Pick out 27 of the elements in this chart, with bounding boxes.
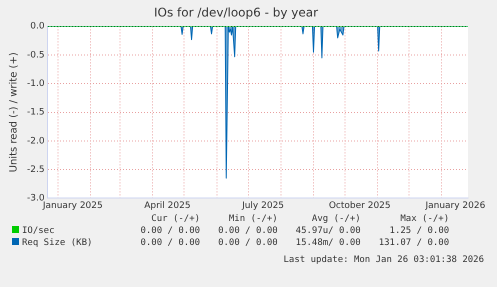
- y-tick-label: 0.0: [30, 22, 45, 32]
- y-tick-label: -0.5: [27, 50, 45, 60]
- text: 0.00 / 0.00: [217, 225, 278, 237]
- text: 0.00 / 0.00: [139, 237, 200, 249]
- x-tick-label: April 2025: [144, 200, 191, 211]
- y-tick-label: -1.5: [27, 108, 45, 118]
- y-tick-label: -2.5: [27, 164, 45, 175]
- y-tick-label: -1.0: [27, 79, 45, 90]
- text: 15.48m/ 0.00: [294, 237, 361, 249]
- legend-label: Req Size (KB): [21, 237, 94, 249]
- text: 1.25 / 0.00: [388, 225, 450, 237]
- text: 131.07 / 0.00: [378, 237, 450, 249]
- x-tick-label: January 2026: [424, 200, 486, 211]
- legend-label: IO/sec: [21, 225, 56, 237]
- x-tick-label: July 2025: [241, 200, 284, 211]
- y-axis-title: Units read (-) / write (+): [8, 52, 20, 172]
- chart-title: IOs for /dev/loop6 - by year: [154, 5, 318, 20]
- text: 0.00 / 0.00: [139, 225, 200, 237]
- text: Cur (-/+): [150, 213, 200, 225]
- text: 45.97u/ 0.00: [294, 225, 361, 237]
- x-tick-label: October 2025: [328, 200, 391, 211]
- y-tick-label: -2.0: [27, 136, 45, 146]
- text: Min (-/+): [228, 213, 278, 225]
- text: Max (-/+): [399, 213, 450, 225]
- text: Avg (-/+): [310, 213, 361, 225]
- text: 0.00 / 0.00: [217, 237, 278, 249]
- text: Last update: Mon Jan 26 03:01:38 2026: [284, 255, 484, 265]
